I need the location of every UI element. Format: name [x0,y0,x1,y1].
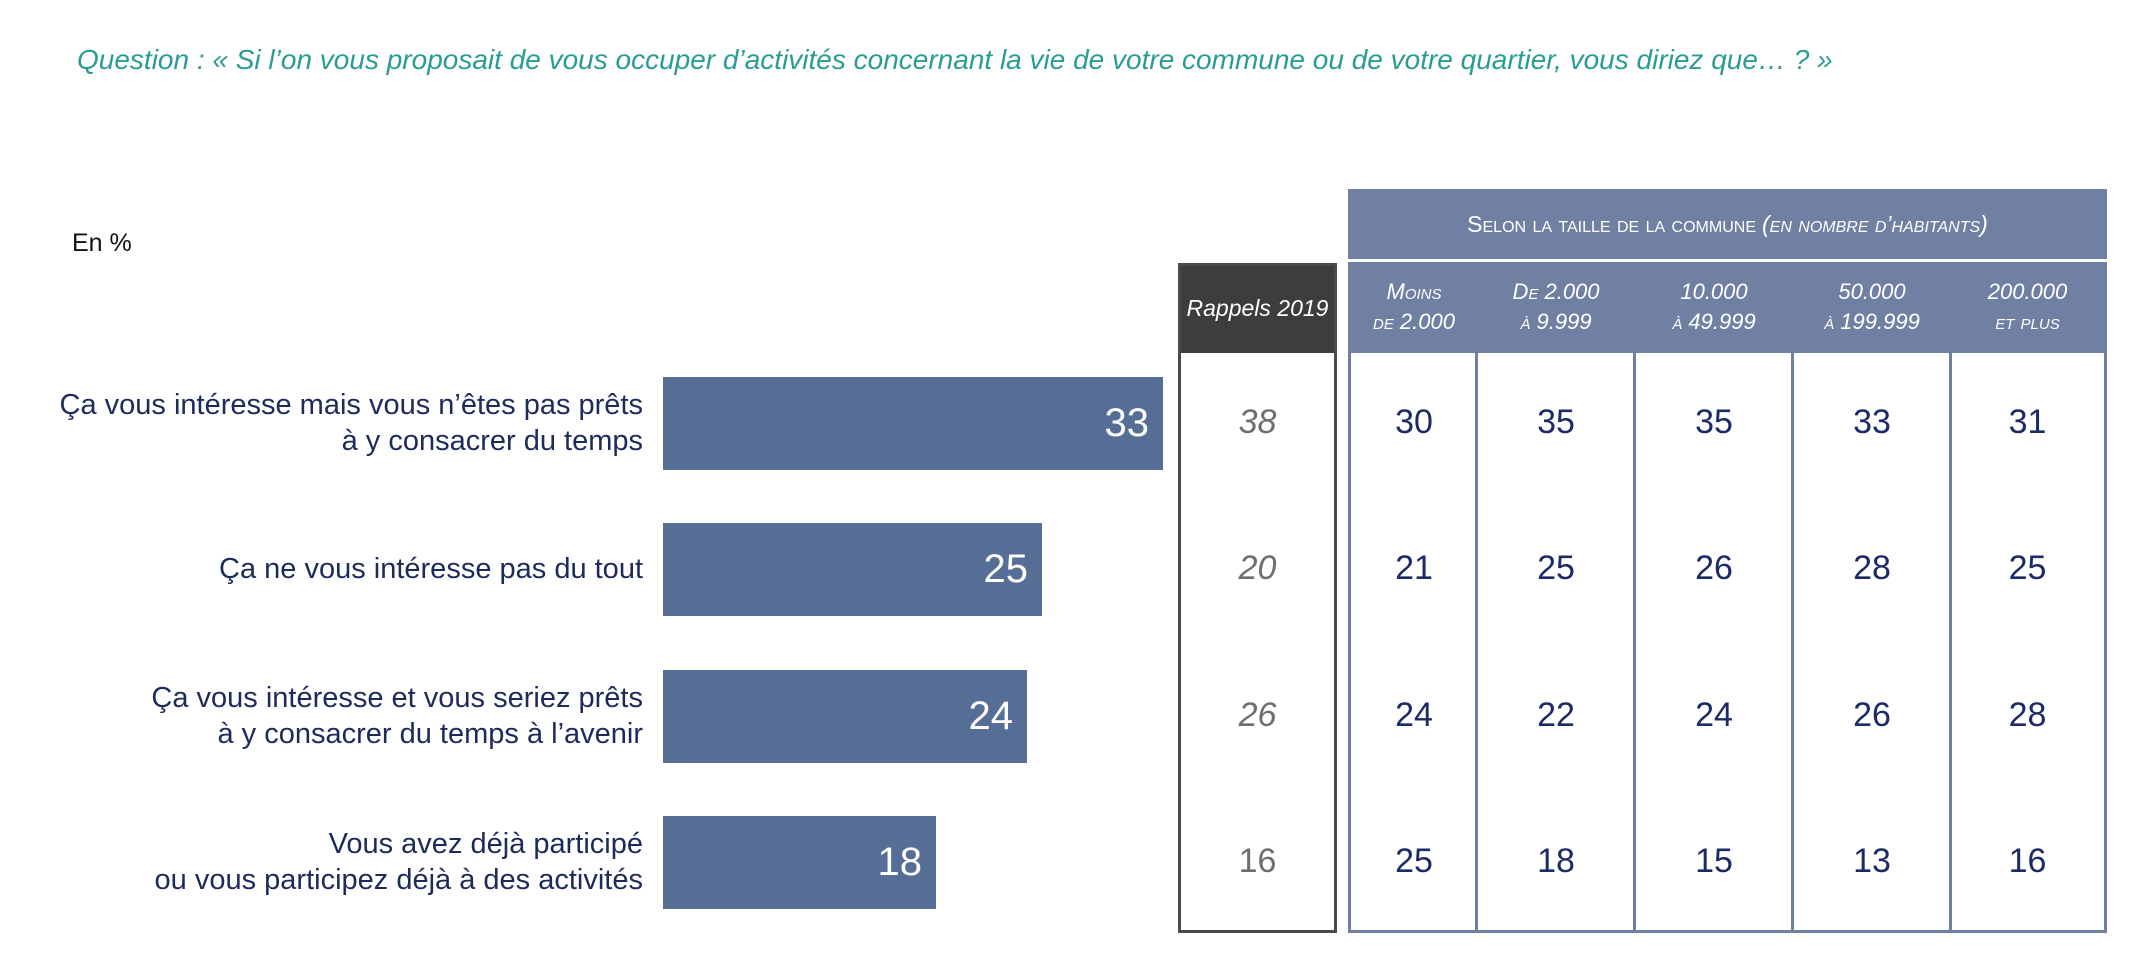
row-label-line: à y consacrer du temps [341,425,643,457]
row-label-line: ou vous participez déjà à des activités [154,864,643,896]
table-cell: 13 [1853,842,1891,880]
table-cell: 26 [1853,696,1891,734]
table-cell: 35 [1537,403,1575,441]
row-label: Ça vous intéresse mais vous n’êtes pas p… [60,387,644,459]
unit-label: En % [72,229,132,257]
row-label-line: Ça vous intéresse mais vous n’êtes pas p… [59,389,644,421]
column-header: De 2.000 à 9.999 [1477,262,1635,352]
column-header-line: à 199.999 [1824,309,1920,334]
column-header: 10.000 à 49.999 [1635,262,1793,352]
table-cell: 25 [2008,549,2047,587]
table-cell: 18 [1537,842,1575,880]
column-header: 50.000 à 199.999 [1793,262,1951,352]
table-cell: 22 [1537,696,1575,734]
column-divider [1791,262,1794,933]
row-label-line: Ça ne vous intéresse pas du tout [219,553,643,585]
column-header-line: 10.000 [1680,279,1748,304]
row-label-line: Vous avez déjà participé [328,828,643,860]
bar-value-label: 18 [877,840,923,884]
commune-size-header-main: Selon la taille de la commune [1467,210,1756,237]
bar: 24 [663,670,1027,763]
table-cell: 28 [1853,549,1891,587]
table-cell: 31 [2008,403,2047,441]
table-cell: 30 [1395,403,1433,441]
rappels-column [1178,263,1337,933]
column-divider [1633,262,1636,933]
table-cell: 16 [2008,842,2047,880]
commune-size-header: Selon la taille de la commune (en nombre… [1348,189,2107,259]
group-header-divider [1348,259,2107,262]
row-label: Vous avez déjà participé ou vous particip… [155,826,643,898]
table-cell: 35 [1695,403,1733,441]
table-cell: 24 [1695,696,1733,734]
column-header-line: à 49.999 [1672,309,1756,334]
table-cell: 15 [1695,842,1733,880]
table-cell: 26 [1695,549,1733,587]
rappel-value: 16 [1238,842,1277,880]
question-text: Question : « Si l’on vous proposait de v… [77,44,1833,75]
column-header-line: De 2.000 [1512,279,1600,304]
column-divider [1475,262,1478,933]
bar-value-label: 25 [983,547,1029,591]
column-header-line: et plus [1995,309,2060,334]
bar-value-label: 24 [968,694,1014,738]
table-cell: 21 [1395,549,1433,587]
rappel-value: 26 [1238,696,1277,734]
row-label: Ça vous intéresse et vous seriez prêts à … [151,680,643,752]
column-header-line: 200.000 [1987,279,2068,304]
table-cell: 25 [1537,549,1575,587]
rappels-header: Rappels 2019 [1178,263,1337,353]
table-cell: 28 [2008,696,2047,734]
rappel-value: 20 [1238,549,1277,587]
column-divider [1949,262,1952,933]
bar: 18 [663,816,936,909]
column-header: 200.000 et plus [1951,262,2104,352]
row-label-line: à y consacrer du temps à l’avenir [217,718,643,750]
bar: 25 [663,523,1042,616]
column-header-line: Moins [1386,279,1442,304]
bar: 33 [663,377,1163,470]
column-header-line: de 2.000 [1372,309,1455,334]
table-cell: 33 [1853,403,1891,441]
header-divider [1348,351,2107,353]
row-label-line: Ça vous intéresse et vous seriez prêts [151,682,643,714]
table-cell: 24 [1395,696,1433,734]
rappel-value: 38 [1238,403,1277,441]
column-header: Moins de 2.000 [1351,262,1477,352]
row-label: Ça ne vous intéresse pas du tout [219,551,643,587]
table-cell: 25 [1395,842,1433,880]
column-header-line: à 9.999 [1520,309,1592,334]
column-header-line: 50.000 [1838,279,1906,304]
commune-size-header-sub: (en nombre d’habitants) [1762,210,1988,237]
bar-value-label: 33 [1104,401,1150,445]
